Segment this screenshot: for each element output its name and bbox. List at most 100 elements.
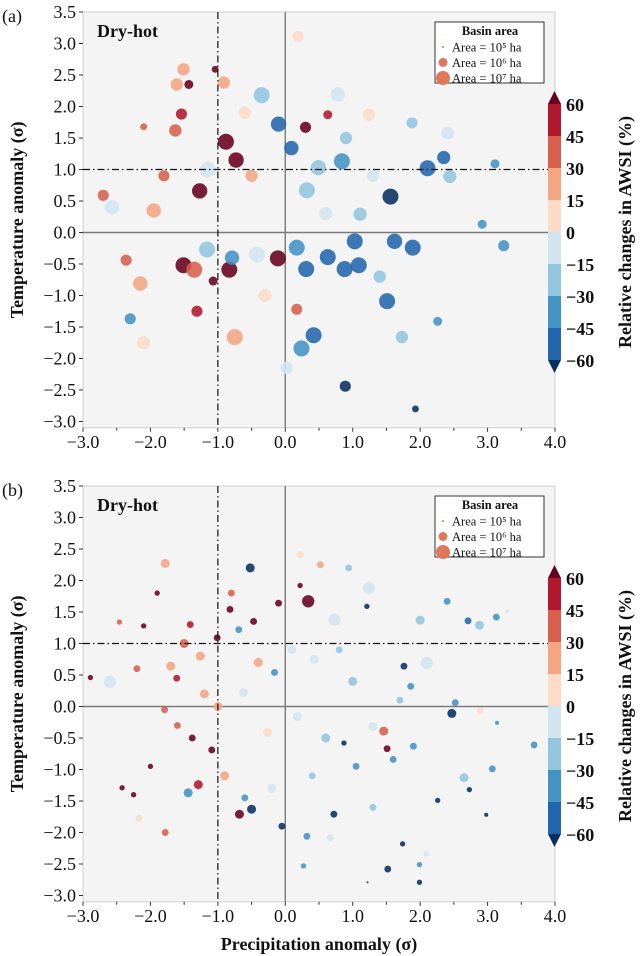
data-point <box>328 613 341 626</box>
data-point <box>160 558 170 568</box>
colorbar-segment <box>548 738 561 770</box>
panel-b: −3.0 −2.0 −1.0 0.0 1.0 2.0 3.0 4.0 3.5 3.0 2.5 2.0 1… <box>2 476 636 955</box>
colorbar-segment <box>548 200 561 232</box>
data-point <box>368 722 378 732</box>
data-point <box>275 599 282 607</box>
data-point <box>241 794 249 802</box>
colorbar-segment <box>548 578 561 610</box>
data-point <box>226 329 243 346</box>
colorbar-extend-min <box>548 834 561 847</box>
colorbar-extend-min <box>548 360 561 373</box>
data-point <box>366 881 369 884</box>
colorbar-segment <box>548 610 561 642</box>
x-tick-label: 4.0 <box>544 906 567 926</box>
data-point <box>186 621 194 629</box>
colorbar-tick-label: 30 <box>566 159 584 179</box>
y-tick-label: −0.5 <box>43 254 76 274</box>
data-point <box>184 79 194 89</box>
data-point <box>411 405 419 413</box>
data-point <box>399 841 406 847</box>
data-point <box>221 261 238 278</box>
x-tick-label: −2.0 <box>134 906 167 926</box>
data-point <box>409 742 417 750</box>
data-point <box>120 254 132 266</box>
y-tick-label: 2.5 <box>54 539 77 559</box>
colorbar-tick-label: 60 <box>566 95 584 115</box>
quadrant-annotation: Dry-hot <box>97 495 158 515</box>
data-point <box>199 161 216 178</box>
data-point <box>170 78 183 91</box>
data-point <box>348 676 358 686</box>
legend-box <box>434 495 545 558</box>
legend-marker <box>438 58 448 67</box>
data-point <box>341 740 347 746</box>
data-point <box>384 865 392 873</box>
data-point <box>366 169 380 182</box>
data-point <box>146 203 162 218</box>
data-point <box>238 106 251 119</box>
data-point <box>297 582 303 589</box>
y-tick-label: 0.0 <box>54 697 77 717</box>
data-point <box>492 613 500 621</box>
data-point <box>288 239 305 256</box>
data-point <box>327 834 334 841</box>
data-point <box>226 606 234 613</box>
points <box>97 31 510 413</box>
colorbar-segment <box>548 642 561 674</box>
colorbar-segment <box>548 136 561 168</box>
data-point <box>284 140 299 156</box>
data-point <box>300 863 307 869</box>
data-point <box>208 276 218 286</box>
colorbar-tick-label: −15 <box>566 729 594 749</box>
data-point <box>137 336 151 350</box>
data-point <box>234 809 244 819</box>
data-point <box>166 661 176 671</box>
data-point <box>269 250 286 267</box>
data-point <box>339 131 353 145</box>
data-point <box>263 727 273 737</box>
data-point <box>474 620 484 630</box>
y-tick-label: −2.0 <box>43 823 76 843</box>
colorbar-tick-label: −60 <box>566 351 594 371</box>
data-point <box>119 785 125 791</box>
data-point <box>379 293 396 310</box>
data-point <box>238 688 248 698</box>
y-tick-label: 0.5 <box>54 665 77 685</box>
data-point <box>383 745 391 753</box>
colorbar-tick-label: 45 <box>566 601 584 621</box>
data-point <box>245 563 255 573</box>
data-point <box>135 814 143 822</box>
x-tick-label: −1.0 <box>202 906 235 926</box>
data-point <box>296 551 304 559</box>
legend-label: Area = 10⁷ ha <box>452 546 522 560</box>
data-point <box>396 696 404 704</box>
panel-a: −3.0 −2.0 −1.0 0.0 1.0 2.0 3.0 4.0 3.5 3.0 2.5 2.0 1… <box>2 2 636 452</box>
data-point <box>416 861 423 868</box>
data-point <box>494 720 500 725</box>
colorbar-segment <box>548 104 561 136</box>
legend-marker <box>438 532 448 541</box>
colorbar-extend-max <box>548 91 561 104</box>
data-point <box>87 674 94 681</box>
data-point <box>447 708 457 718</box>
data-point <box>303 832 311 840</box>
data-point <box>386 233 403 249</box>
data-point <box>97 189 109 201</box>
y-tick-label: 1.5 <box>54 602 77 622</box>
data-point <box>404 239 421 256</box>
legend-label: Area = 10⁷ ha <box>452 72 522 86</box>
data-point <box>220 771 230 781</box>
data-point <box>530 741 538 749</box>
colorbar-tick-label: 30 <box>566 633 584 653</box>
data-point <box>395 330 409 344</box>
legend-marker <box>442 520 444 522</box>
data-point <box>188 734 196 742</box>
colorbar-tick-label: −45 <box>566 319 594 339</box>
colorbar-tick-label: 0 <box>566 223 575 243</box>
y-tick-label: −2.5 <box>43 380 76 400</box>
colorbar-tick-label: −30 <box>566 287 594 307</box>
x-tick-label: 3.0 <box>476 432 499 452</box>
data-point <box>292 31 304 43</box>
legend-box <box>434 21 545 84</box>
